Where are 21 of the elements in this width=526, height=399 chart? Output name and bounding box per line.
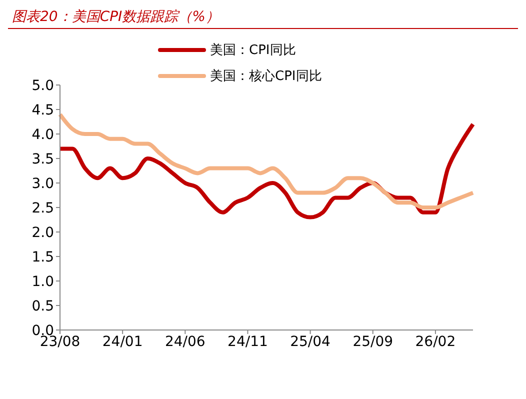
- y-tick-label: 1.5: [32, 249, 54, 266]
- x-tick-label: 26/02: [415, 334, 456, 350]
- y-tick-label: 0.5: [32, 298, 54, 314]
- x-tick-label: 24/11: [228, 334, 268, 350]
- y-tick-label: 3.0: [32, 176, 54, 192]
- chart-title: 图表20：美国CPI数据跟踪（%）: [8, 8, 518, 29]
- legend-label: 美国：核心CPI同比: [210, 68, 322, 85]
- y-tick-label: 3.5: [32, 151, 54, 168]
- y-tick-label: 4.0: [32, 126, 54, 143]
- line-series: [58, 112, 475, 210]
- x-tick-label: 24/01: [102, 334, 143, 350]
- y-tick-label: 1.0: [32, 274, 54, 290]
- line-series: [58, 122, 475, 220]
- legend-label: 美国：CPI同比: [210, 42, 296, 59]
- x-tick-label: 25/09: [352, 334, 394, 350]
- y-tick-label: 2.0: [32, 224, 54, 241]
- y-tick-label: 5.0: [32, 78, 54, 94]
- x-tick-label: 24/06: [164, 334, 206, 350]
- x-tick-label: 25/04: [290, 334, 331, 350]
- y-tick-label: 2.5: [32, 200, 54, 216]
- y-tick-label: 4.5: [32, 102, 54, 118]
